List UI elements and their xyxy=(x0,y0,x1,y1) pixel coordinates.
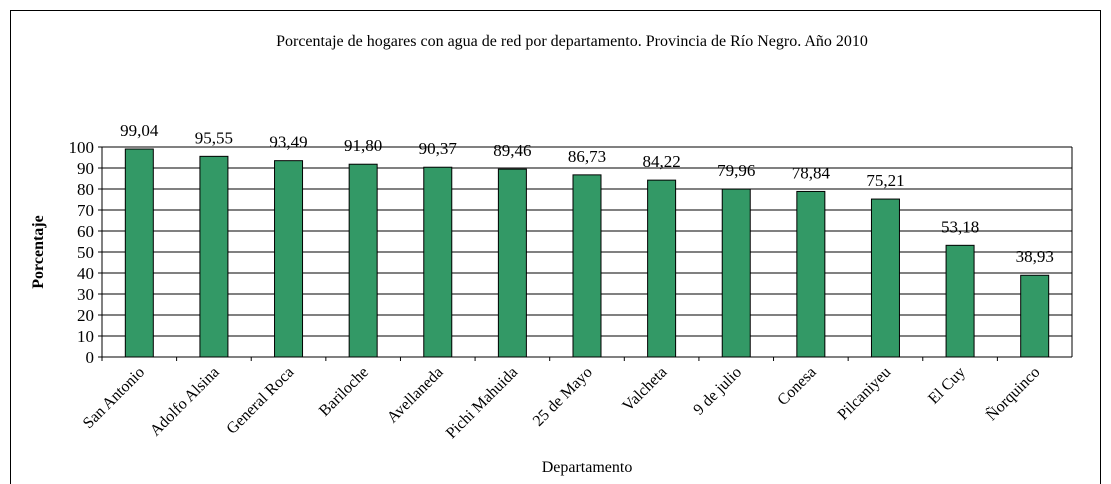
bar xyxy=(796,190,826,358)
value-label: 75,21 xyxy=(866,171,904,190)
y-tick-label: 50 xyxy=(77,243,94,262)
bar xyxy=(274,160,304,358)
bar xyxy=(572,174,602,358)
bar xyxy=(870,198,900,358)
y-tick-label: 0 xyxy=(86,348,95,367)
value-label: 53,18 xyxy=(941,217,979,236)
value-label: 89,46 xyxy=(493,141,531,160)
x-tick-label: Valcheta xyxy=(619,364,670,415)
x-tick-label: Avellaneda xyxy=(384,364,447,427)
value-label: 79,96 xyxy=(717,161,755,180)
y-tick-label: 80 xyxy=(77,180,94,199)
value-label: 99,04 xyxy=(120,121,159,140)
value-label: 91,80 xyxy=(344,136,382,155)
bar xyxy=(423,166,453,358)
y-tick-label: 60 xyxy=(77,222,94,241)
value-label: 95,55 xyxy=(195,128,233,147)
y-axis-title: Porcentaje xyxy=(30,215,47,288)
x-axis-title: Departamento xyxy=(542,459,633,476)
x-tick-label: El Cuy xyxy=(925,364,969,408)
y-tick-label: 10 xyxy=(77,327,94,346)
value-label: 84,22 xyxy=(642,152,680,171)
x-tick-label: 9 de julio xyxy=(690,364,745,419)
value-label: 93,49 xyxy=(269,133,307,152)
x-tick-label: Adolfo Alsina xyxy=(147,364,223,440)
bar xyxy=(721,188,751,358)
x-tick-label: Ñorquinco xyxy=(982,363,1043,424)
y-tick-label: 70 xyxy=(77,201,94,220)
bar xyxy=(1020,274,1050,358)
x-tick-label: Bariloche xyxy=(316,364,372,420)
x-tick-label: San Antonio xyxy=(80,364,148,432)
y-tick-label: 40 xyxy=(77,264,94,283)
value-label: 38,93 xyxy=(1016,247,1054,266)
chart-title: Porcentaje de hogares con agua de red po… xyxy=(276,33,868,50)
bar xyxy=(124,148,154,358)
y-tick-label: 20 xyxy=(77,306,94,325)
x-tick-label: Conesa xyxy=(774,364,819,409)
bar xyxy=(348,163,378,358)
value-label: 86,73 xyxy=(568,147,606,166)
bar xyxy=(497,168,527,358)
chart-frame xyxy=(10,10,1101,484)
x-tick-label: General Roca xyxy=(223,364,297,438)
value-label: 90,37 xyxy=(419,139,458,158)
x-tick-label: Pichi Mahuida xyxy=(443,364,521,442)
bar xyxy=(647,179,677,358)
y-tick-label: 90 xyxy=(77,159,94,178)
bar xyxy=(945,244,975,358)
value-label: 78,84 xyxy=(792,163,831,182)
y-tick-label: 100 xyxy=(69,138,95,157)
y-tick-label: 30 xyxy=(77,285,94,304)
x-tick-label: 25 de Mayo xyxy=(530,364,596,430)
x-tick-label: Pilcaniyeu xyxy=(835,364,895,424)
bar xyxy=(199,155,229,358)
